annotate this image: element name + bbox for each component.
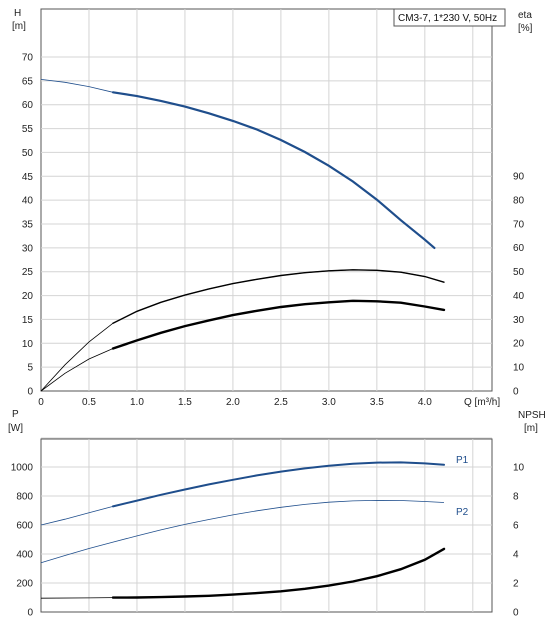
bottom-left-tick-label: 600 [16,521,33,532]
top-left-axis-unit: [m] [12,21,26,32]
bottom-left-tick-label: 0 [27,608,33,619]
series-label-p1: P1 [456,455,469,466]
top-right-tick-label: 90 [513,172,525,183]
npsh-curve [111,547,446,599]
top-right-tick-label: 50 [513,267,525,278]
top-left-tick-label: 15 [22,315,34,326]
x-tick-label: 3.5 [370,397,384,408]
top-right-tick-label: 20 [513,339,525,350]
top-left-tick-label: 35 [22,220,34,231]
series-label-p2: P2 [456,507,469,518]
top-left-tick-label: 60 [22,100,34,111]
bottom-left-tick-label: 800 [16,492,33,503]
x-tick-label: 0 [38,397,44,408]
top-left-tick-label: 5 [27,363,33,374]
top-right-tick-label: 70 [513,219,525,230]
top-left-tick-label: 10 [22,339,34,350]
top-left-tick-label: 30 [22,243,34,254]
power-curve-p1-thin [40,461,445,526]
power-curve-p2-thin [40,499,445,564]
x-tick-label: 1.5 [178,397,192,408]
top-left-tick-label: 40 [22,196,34,207]
bottom-right-tick-label: 4 [513,550,519,561]
top-right-tick-label: 40 [513,291,525,302]
top-right-tick-label: 10 [513,363,525,374]
x-tick-label: 3.0 [322,397,336,408]
bottom-left-tick-label: 1000 [11,463,34,474]
top-left-tick-label: 70 [22,53,34,64]
top-left-tick-label: 25 [22,267,34,278]
top-left-axis-title: H [14,8,21,19]
head-curve [111,91,436,249]
top-right-axis-unit: [%] [518,23,533,34]
model-title-box [393,8,506,27]
bottom-left-tick-label: 400 [16,550,33,561]
bottom-left-tick-label: 200 [16,579,33,590]
x-tick-label: 2.5 [274,397,288,408]
top-right-tick-label: 80 [513,195,525,206]
bottom-right-tick-label: 6 [513,521,519,532]
bottom-left-axis-title: P [12,409,19,420]
efficiency-curve-total [111,299,446,350]
chart-title: CM3-7, 1*230 V, 50Hz [398,13,497,24]
top-left-tick-label: 20 [22,291,34,302]
top-right-axis-title: eta [518,10,532,21]
bottom-left-axis-unit: [W] [8,423,23,434]
x-tick-label: 0.5 [82,397,96,408]
bottom-right-tick-label: 2 [513,579,519,590]
power-curve-p1 [112,461,445,508]
top-left-tick-label: 0 [27,387,33,398]
top-left-tick-label: 45 [22,172,34,183]
top-left-tick-label: 65 [22,76,34,87]
top-left-tick-label: 50 [22,148,34,159]
top-right-tick-label: 0 [513,387,519,398]
bottom-right-tick-label: 10 [513,463,525,474]
efficiency-curve-pump-thin [40,269,445,392]
efficiency-curve-pump [112,269,445,324]
top-right-tick-label: 30 [513,315,525,326]
x-axis-title: Q [m³/h] [464,397,500,408]
x-tick-label: 2.0 [226,397,240,408]
x-tick-label: 1.0 [130,397,144,408]
bottom-right-axis-unit: [m] [524,423,538,434]
bottom-right-tick-label: 0 [513,608,519,619]
x-tick-label: 4.0 [418,397,432,408]
top-right-tick-label: 60 [513,243,525,254]
bottom-right-tick-label: 8 [513,492,519,503]
top-left-tick-label: 55 [22,124,34,135]
bottom-right-axis-title: NPSH [518,410,546,421]
